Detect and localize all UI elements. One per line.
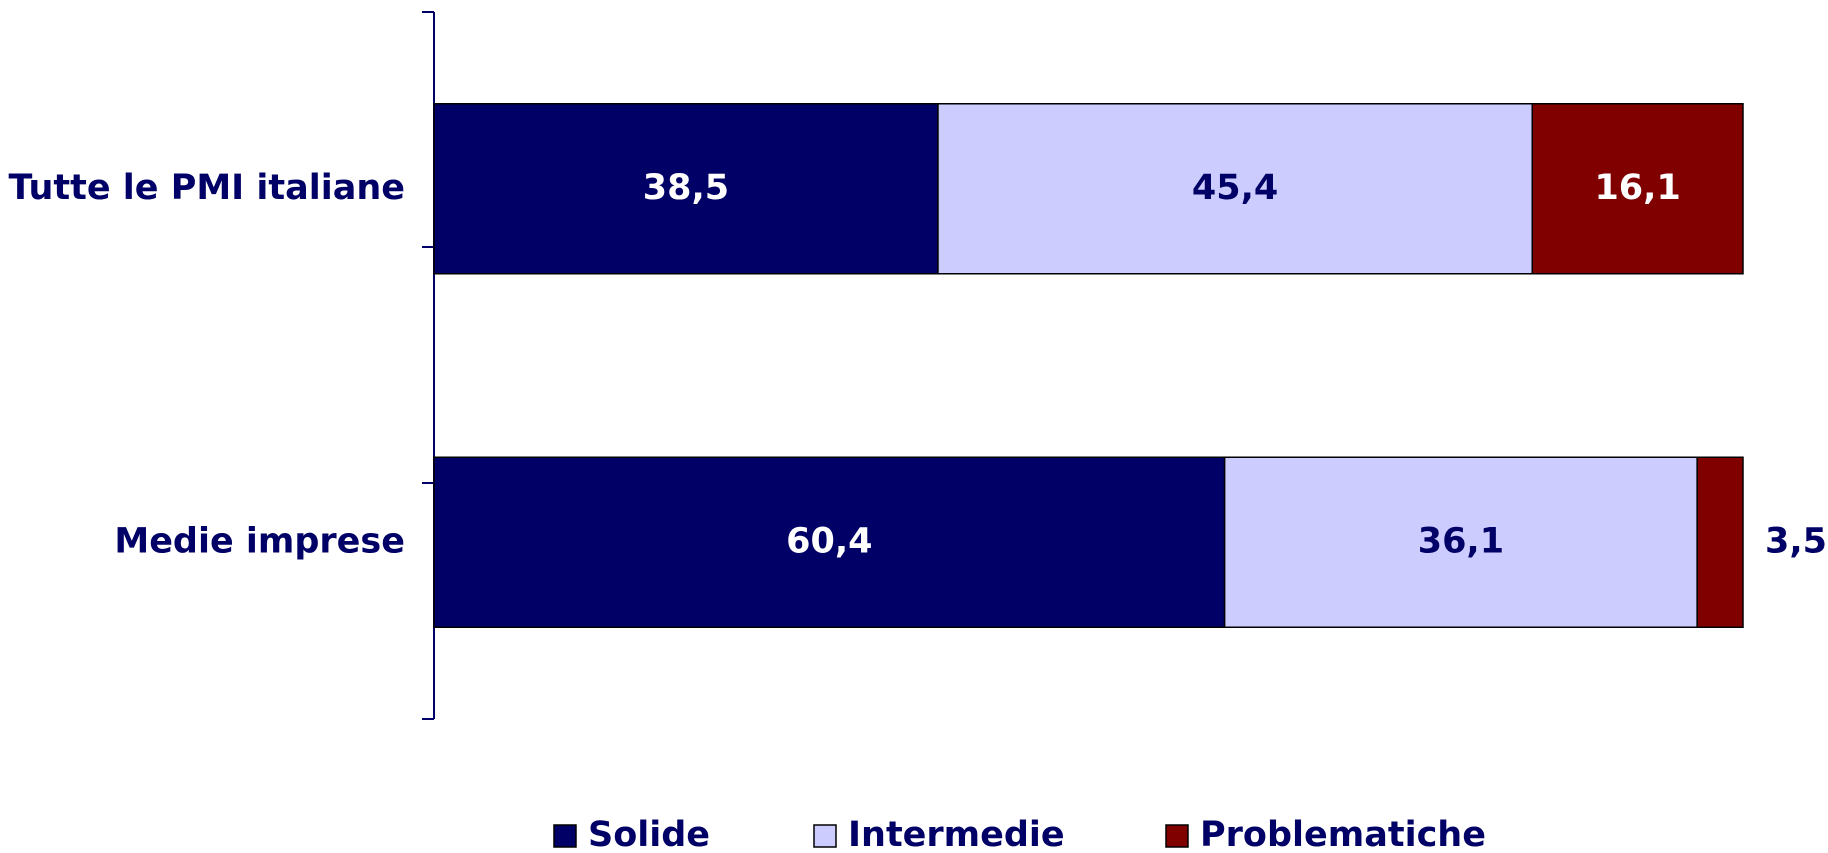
legend-label: Problematiche — [1200, 815, 1486, 853]
bar-segment — [433, 103, 939, 275]
legend-swatch — [1165, 824, 1189, 848]
legend-swatch — [553, 824, 577, 848]
data-label: 45,4 — [1192, 168, 1278, 208]
bar-segment — [1531, 103, 1744, 275]
data-label: 36,1 — [1418, 521, 1504, 561]
bar-segment — [937, 103, 1534, 275]
bar-segment — [1696, 456, 1744, 628]
category-label: Medie imprese — [114, 521, 405, 561]
data-label: 16,1 — [1594, 168, 1680, 208]
bar-segment — [1223, 456, 1698, 628]
data-label: 38,5 — [643, 168, 729, 208]
bar-segment — [433, 456, 1226, 628]
data-label: 3,5 — [1765, 521, 1827, 561]
legend-swatch — [813, 824, 837, 848]
legend-label: Solide — [588, 815, 710, 853]
legend-label: Intermedie — [848, 815, 1065, 853]
data-label: 60,4 — [786, 521, 872, 561]
category-label: Tutte le PMI italiane — [8, 168, 405, 208]
